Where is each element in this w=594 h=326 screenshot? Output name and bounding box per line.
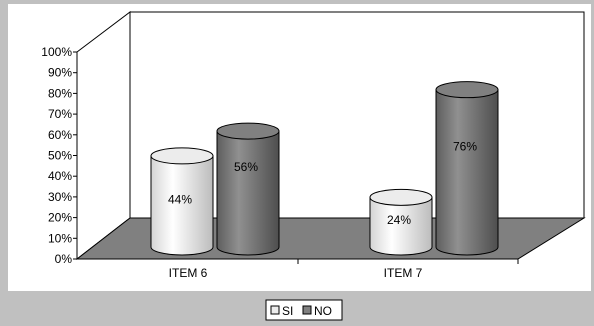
x-category-label: ITEM 7: [384, 266, 423, 280]
y-tick-label: 10%: [48, 231, 72, 245]
bar-top: [150, 147, 214, 165]
bar-body: [150, 155, 214, 256]
bar-no-0: 56%: [216, 122, 280, 256]
y-tick-label: 20%: [48, 211, 72, 225]
y-tick-label: 90%: [48, 66, 72, 80]
y-tick-label: 50%: [48, 149, 72, 163]
legend-label-no: NO: [314, 304, 332, 318]
data-label: 24%: [387, 213, 411, 227]
y-tick-label: 60%: [48, 128, 72, 142]
y-tick-label: 80%: [48, 86, 72, 100]
y-tick-label: 0%: [55, 252, 73, 266]
y-tick-label: 100%: [41, 45, 72, 59]
legend-swatch-si: [270, 305, 280, 315]
y-tick-label: 30%: [48, 190, 72, 204]
bar-top: [369, 188, 433, 206]
legend-label-si: SI: [282, 304, 293, 318]
y-tick-label: 70%: [48, 107, 72, 121]
data-label: 76%: [453, 139, 477, 153]
bar-no-1: 76%: [435, 81, 499, 256]
bar-top: [435, 81, 499, 99]
bar-body: [435, 89, 499, 256]
bar-body: [216, 130, 280, 256]
bar-si-0: 44%: [150, 147, 214, 256]
y-tick-label: 40%: [48, 169, 72, 183]
bar-si-1: 24%: [369, 188, 433, 256]
x-category-label: ITEM 6: [169, 266, 208, 280]
data-label: 44%: [168, 192, 192, 206]
bar-body: [369, 196, 433, 256]
data-label: 56%: [234, 160, 258, 174]
legend: SI NO: [265, 299, 343, 321]
legend-swatch-no: [302, 305, 312, 315]
bar-top: [216, 122, 280, 140]
